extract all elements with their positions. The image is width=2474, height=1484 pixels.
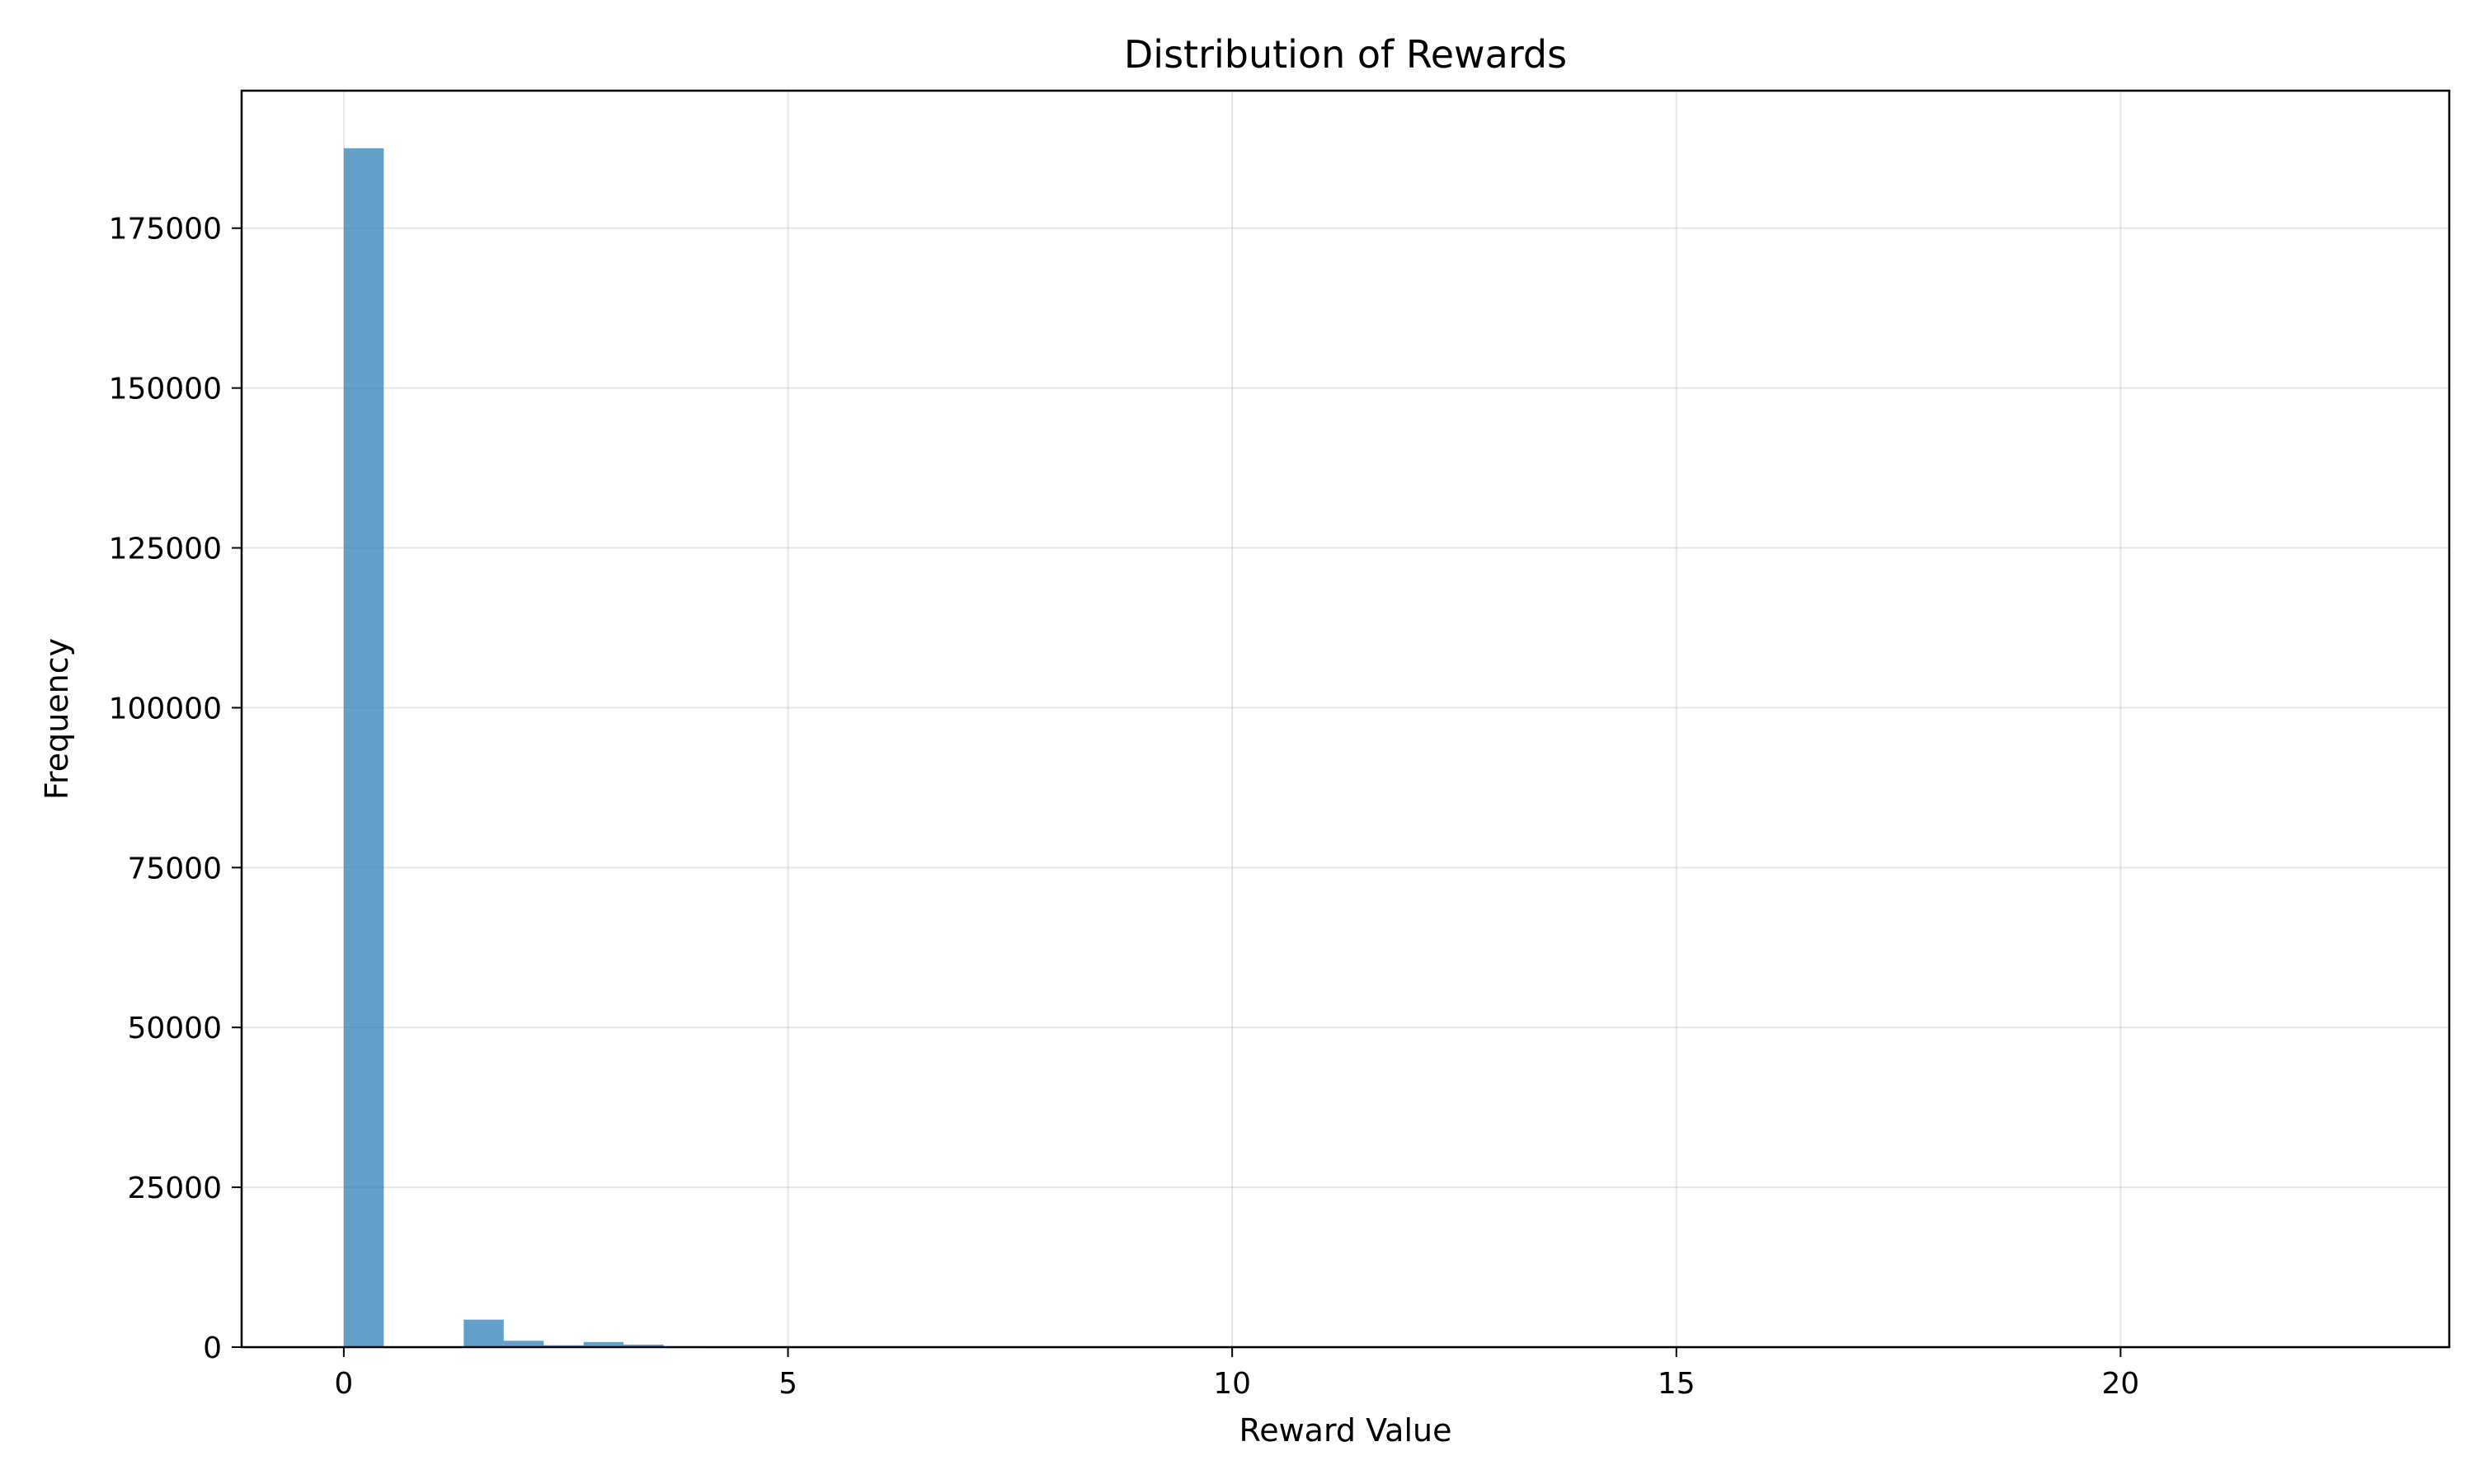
y-axis-label: Frequency [39, 638, 75, 800]
y-tick-label: 25000 [127, 1172, 222, 1205]
x-tick-label: 20 [2102, 1367, 2140, 1401]
y-tick-label: 50000 [127, 1012, 222, 1045]
x-tick-label: 15 [1658, 1367, 1696, 1401]
y-tick-label: 175000 [109, 213, 222, 247]
y-tick-label: 125000 [109, 533, 222, 566]
y-tick-label: 150000 [109, 373, 222, 406]
histogram-bars [343, 148, 784, 1348]
x-axis-label: Reward Value [1239, 1412, 1452, 1449]
x-tick-label: 5 [778, 1367, 797, 1401]
histogram-bar [623, 1344, 664, 1347]
histogram-bar [583, 1341, 624, 1347]
y-tick-label: 100000 [109, 692, 222, 726]
histogram-bar [343, 148, 384, 1348]
x-tick-label: 0 [334, 1367, 353, 1401]
plot-area-frame [240, 89, 2451, 1349]
chart-title: Distribution of Rewards [1124, 32, 1567, 77]
x-tick-label: 10 [1213, 1367, 1251, 1401]
y-tick-label: 0 [203, 1331, 222, 1365]
y-tick-label: 75000 [127, 852, 222, 885]
histogram-bar [503, 1341, 544, 1347]
grid-lines [242, 91, 2449, 1348]
axis-ticks: 0 5 10 15 20 0 25000 50000 75000 100000 125000 1500… [109, 213, 2140, 1401]
histogram-bar [463, 1319, 504, 1347]
